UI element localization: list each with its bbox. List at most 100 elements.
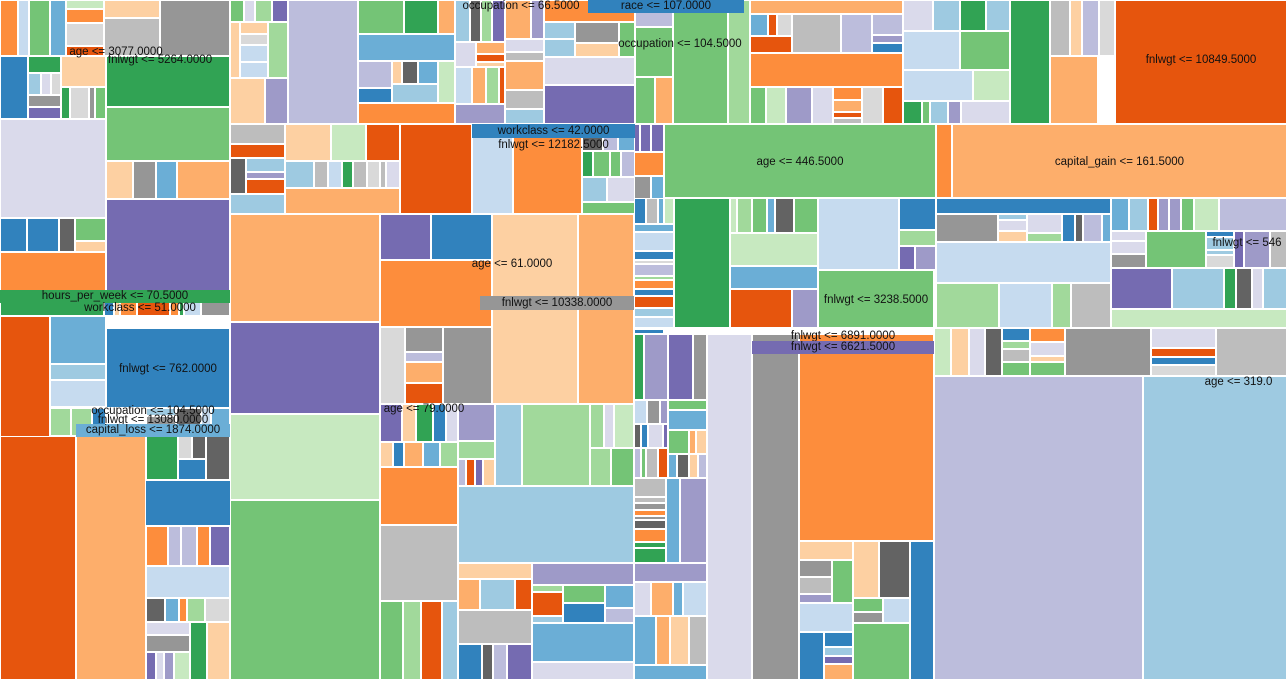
treemap-cell[interactable] (28, 107, 61, 119)
treemap-cell[interactable] (1027, 214, 1062, 233)
treemap-cell[interactable] (240, 45, 268, 62)
treemap-cell[interactable] (673, 582, 683, 616)
treemap-cell[interactable] (246, 172, 285, 179)
treemap-cell[interactable] (668, 454, 677, 478)
treemap-cell[interactable] (358, 34, 455, 61)
treemap-cell[interactable] (146, 598, 165, 622)
treemap-cell[interactable] (492, 214, 578, 404)
treemap-cell[interactable] (544, 22, 575, 39)
treemap-cell[interactable] (50, 380, 106, 407)
treemap-cell[interactable] (812, 87, 833, 124)
treemap-cell[interactable] (392, 84, 438, 103)
treemap-cell[interactable] (582, 124, 603, 151)
treemap-cell[interactable] (472, 67, 486, 104)
treemap-cell[interactable] (455, 42, 476, 67)
treemap-cell[interactable] (0, 296, 104, 316)
treemap-cell[interactable] (655, 77, 673, 124)
treemap-cell[interactable] (458, 459, 466, 486)
treemap-cell[interactable] (402, 61, 418, 84)
treemap-cell[interactable] (458, 644, 482, 680)
treemap-cell[interactable] (513, 124, 582, 214)
treemap-cell[interactable] (818, 198, 899, 270)
treemap-cell[interactable] (405, 352, 443, 362)
treemap-node[interactable] (145, 480, 231, 526)
treemap-cell[interactable] (792, 14, 841, 53)
treemap-cell[interactable] (635, 27, 673, 77)
treemap-cell[interactable] (177, 161, 230, 199)
treemap-cell[interactable] (1151, 348, 1216, 357)
treemap-cell[interactable] (458, 610, 532, 644)
treemap-cell[interactable] (899, 230, 936, 246)
treemap-cell[interactable] (582, 151, 593, 177)
treemap-cell[interactable] (1071, 283, 1111, 328)
treemap-cell[interactable] (475, 459, 483, 486)
treemap-cell[interactable] (146, 635, 190, 652)
treemap-cell[interactable] (872, 14, 903, 35)
treemap-cell[interactable] (181, 526, 197, 566)
treemap-cell[interactable] (230, 414, 380, 500)
treemap-cell[interactable] (1129, 198, 1148, 231)
treemap-cell[interactable] (59, 218, 75, 252)
treemap-cell[interactable] (495, 404, 522, 486)
treemap-cell[interactable] (605, 608, 634, 623)
treemap-cell[interactable] (1224, 268, 1236, 309)
treemap-cell[interactable] (328, 161, 342, 188)
treemap-cell[interactable] (50, 0, 66, 56)
treemap-cell[interactable] (824, 656, 853, 664)
treemap-cell[interactable] (1169, 198, 1181, 231)
treemap-cell[interactable] (1111, 254, 1146, 268)
treemap-cell[interactable] (240, 34, 268, 45)
treemap-cell[interactable] (230, 158, 246, 194)
treemap-cell[interactable] (750, 36, 792, 53)
treemap-cell[interactable] (663, 424, 668, 448)
treemap-cell[interactable] (358, 61, 392, 88)
treemap-cell[interactable] (1151, 357, 1216, 365)
treemap-cell[interactable] (168, 526, 181, 566)
treemap-cell[interactable] (1206, 255, 1234, 268)
treemap-cell[interactable] (998, 214, 1027, 220)
treemap-cell[interactable] (353, 161, 367, 188)
treemap-cell[interactable] (230, 0, 244, 22)
treemap-cell[interactable] (455, 104, 505, 124)
treemap-cell[interactable] (899, 198, 936, 230)
treemap-cell[interactable] (206, 436, 230, 480)
treemap-cell[interactable] (458, 563, 532, 579)
treemap-cell[interactable] (833, 87, 862, 100)
treemap-cell[interactable] (522, 404, 590, 486)
treemap-cell[interactable] (423, 442, 440, 467)
treemap-cell[interactable] (240, 22, 268, 34)
treemap-cell[interactable] (1002, 328, 1030, 341)
treemap-cell[interactable] (146, 526, 168, 566)
treemap-cell[interactable] (696, 430, 707, 454)
treemap-cell[interactable] (985, 328, 1002, 376)
treemap-cell[interactable] (190, 622, 207, 680)
treemap-cell[interactable] (106, 107, 230, 161)
treemap-cell[interactable] (544, 85, 635, 124)
treemap-cell[interactable] (575, 43, 619, 57)
treemap-cell[interactable] (872, 43, 903, 53)
treemap-cell[interactable] (730, 289, 792, 328)
treemap-cell[interactable] (621, 151, 635, 177)
treemap-cell[interactable] (656, 616, 670, 665)
treemap-cell[interactable] (95, 87, 106, 119)
treemap-cell[interactable] (578, 214, 634, 404)
treemap-cell[interactable] (951, 328, 969, 376)
treemap-cell[interactable] (314, 161, 328, 188)
treemap-cell[interactable] (634, 264, 674, 276)
treemap-cell[interactable] (1111, 231, 1146, 241)
treemap-cell[interactable] (910, 541, 934, 680)
treemap-cell[interactable] (986, 0, 1010, 31)
treemap-cell[interactable] (634, 224, 674, 232)
treemap-cell[interactable] (634, 448, 641, 478)
treemap-cell[interactable] (285, 124, 331, 161)
treemap-cell[interactable] (470, 0, 481, 42)
treemap-cell[interactable] (505, 0, 531, 39)
treemap-cell[interactable] (689, 430, 696, 454)
treemap-cell[interactable] (402, 404, 416, 442)
treemap-cell[interactable] (1030, 328, 1065, 342)
treemap-cell[interactable] (1194, 198, 1219, 231)
treemap-cell[interactable] (160, 0, 230, 56)
treemap-cell[interactable] (246, 179, 285, 194)
treemap-cell[interactable] (244, 0, 255, 22)
treemap-cell[interactable] (619, 22, 635, 57)
